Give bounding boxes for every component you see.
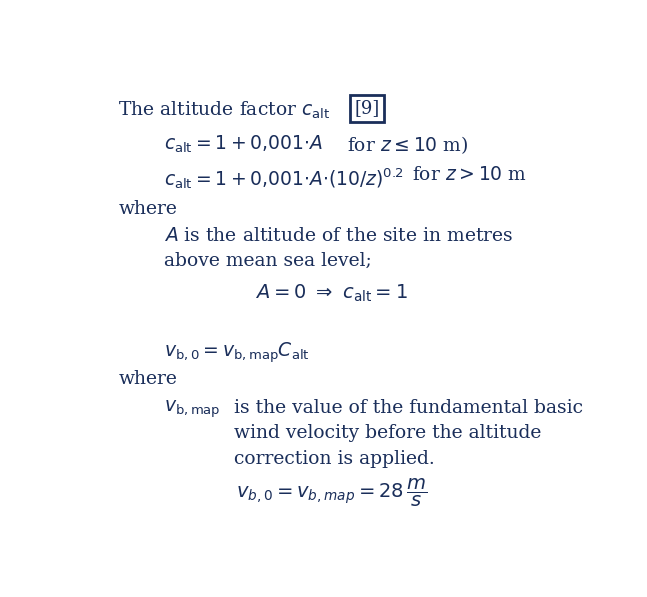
Text: $c_\mathrm{alt} = 1 + 0{,}001{\cdot}A$: $c_\mathrm{alt} = 1 + 0{,}001{\cdot}A$ (164, 134, 322, 155)
Text: $v_\mathrm{b,map}$: $v_\mathrm{b,map}$ (164, 399, 220, 420)
Text: The altitude factor $c_\mathrm{alt}$: The altitude factor $c_\mathrm{alt}$ (118, 99, 331, 121)
Text: above mean sea level;: above mean sea level; (164, 253, 371, 270)
Text: for $z > 10$ m: for $z > 10$ m (412, 166, 527, 184)
Text: correction is applied.: correction is applied. (234, 450, 435, 467)
Text: where: where (118, 201, 177, 219)
Text: $A$ is the altitude of the site in metres: $A$ is the altitude of the site in metre… (164, 227, 513, 245)
Text: $v_\mathrm{b,0} = v_\mathrm{b,map}C_\mathrm{alt}$: $v_\mathrm{b,0} = v_\mathrm{b,map}C_\mat… (164, 340, 309, 365)
Text: $c_\mathrm{alt} = 1 + 0{,}001{\cdot}A{\cdot}(10/z)^{0.2}$: $c_\mathrm{alt} = 1 + 0{,}001{\cdot}A{\c… (164, 166, 404, 190)
Text: [9]: [9] (354, 99, 379, 117)
Text: is the value of the fundamental basic: is the value of the fundamental basic (234, 399, 583, 417)
Text: for $z \leq 10$ m): for $z \leq 10$ m) (347, 134, 468, 156)
Text: wind velocity before the altitude: wind velocity before the altitude (234, 424, 541, 442)
Text: where: where (118, 370, 177, 387)
